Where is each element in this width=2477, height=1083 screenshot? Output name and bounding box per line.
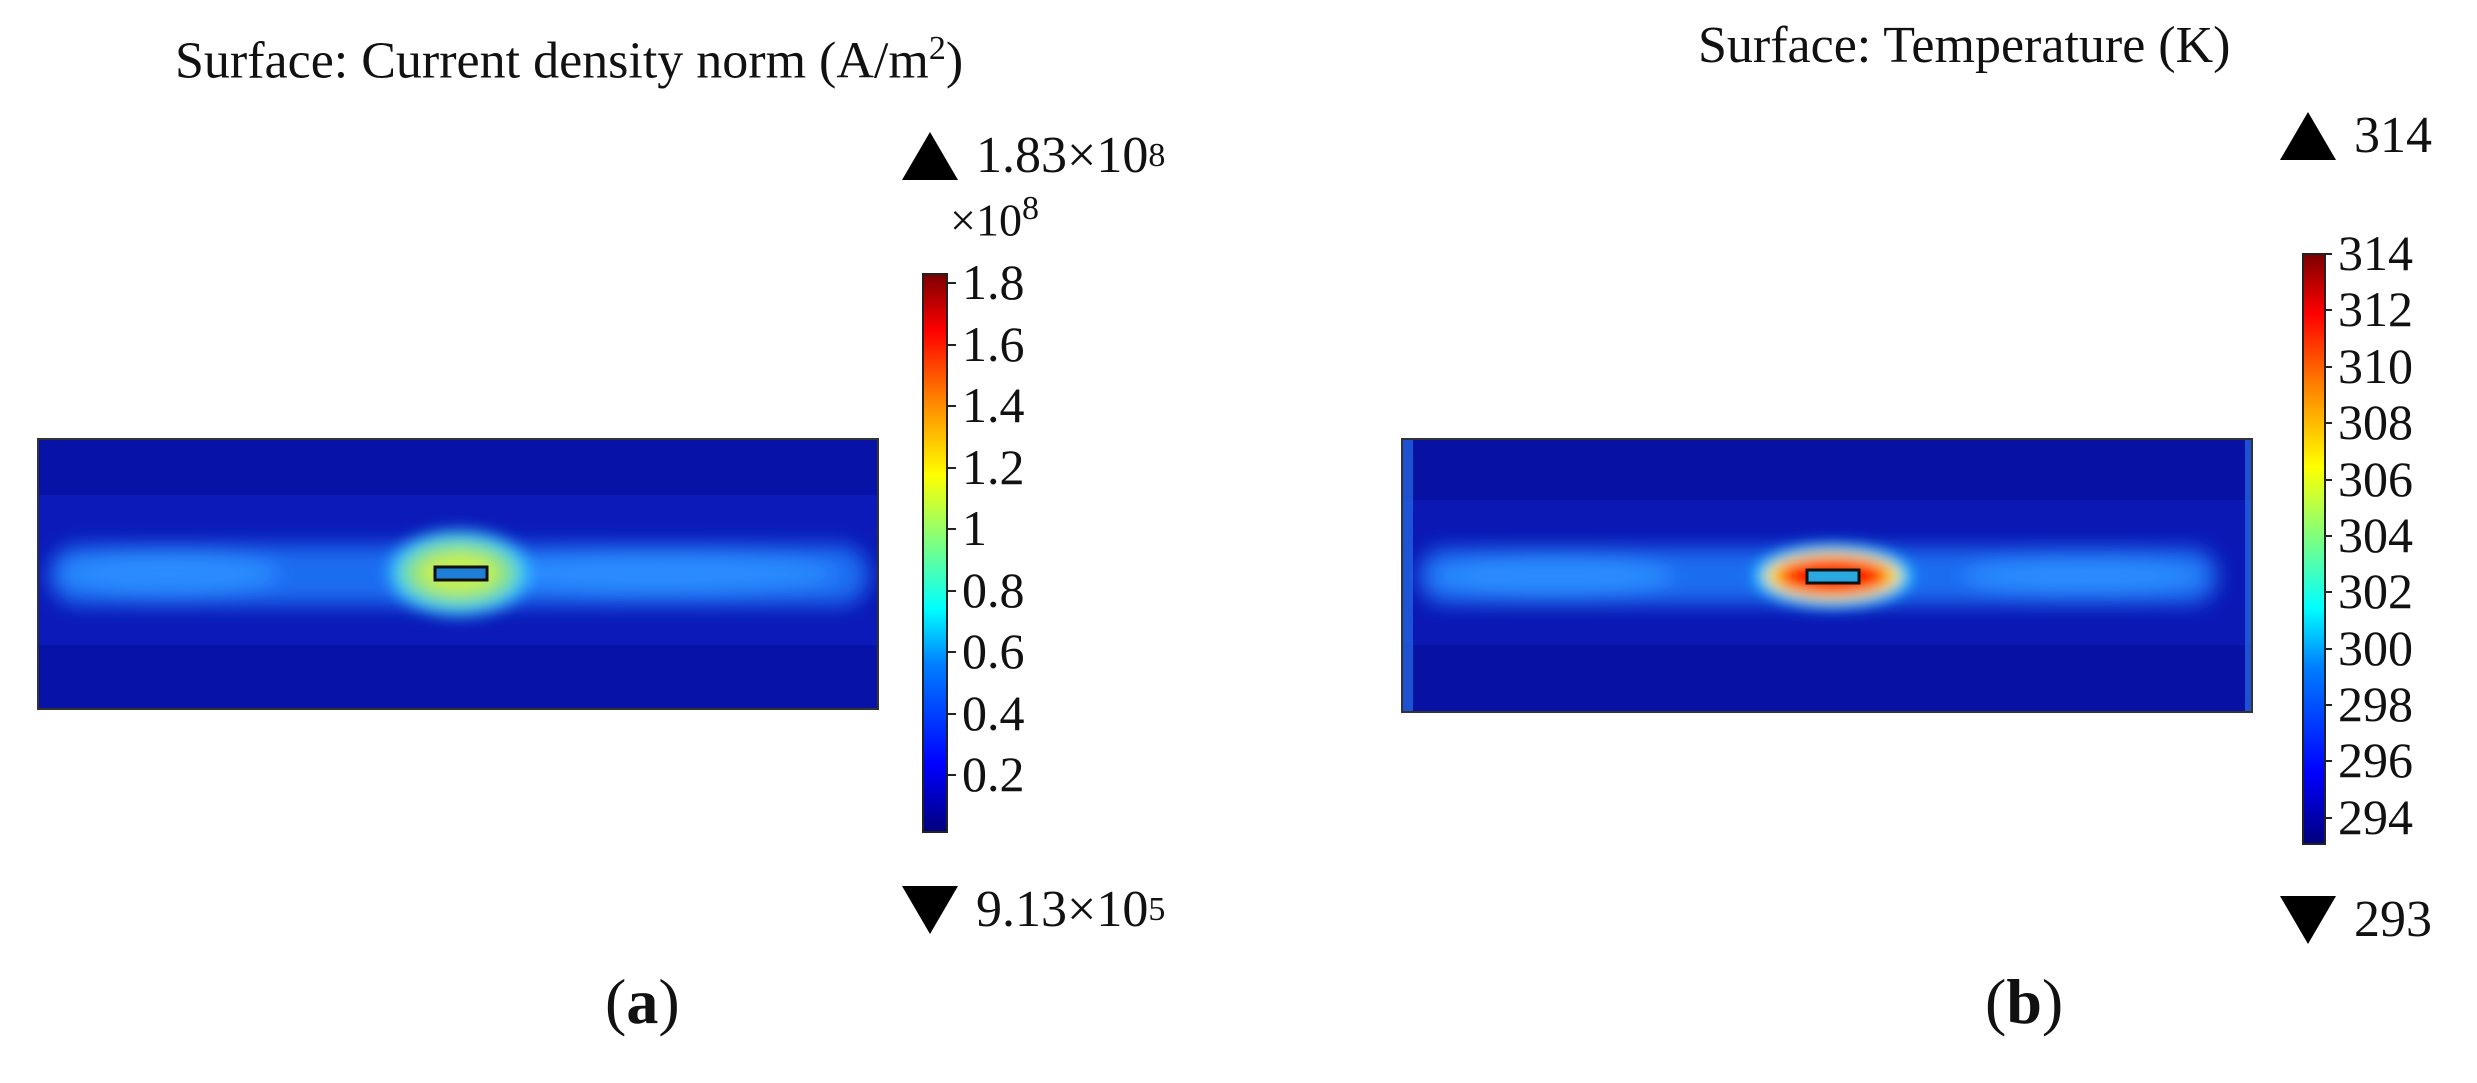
colorbar-tick-label: 1.2 [962,438,1025,495]
chart-a-min-label: 9.13×10 5 [902,880,1165,939]
colorbar-tick-mark [948,651,956,654]
colorbar-tick-mark [948,343,956,346]
colorbar-tick-mark [2324,647,2332,650]
chart-b-caption: (b) [1985,966,2064,1037]
colorbar-tick-mark [948,466,956,469]
colorbar-tick-mark [2324,422,2332,425]
chart-b-min-label: 293 [2280,890,2432,949]
colorbar-tick-label: 304 [2338,506,2413,563]
min-triangle-icon [2280,895,2336,944]
colorbar-tick-label: 314 [2338,225,2413,281]
colorbar-tick-label: 0.2 [962,746,1025,803]
chart-a-multiplier: ×108 [950,190,1039,246]
colorbar-tick-label: 1.8 [962,254,1025,311]
min-triangle-icon [902,885,958,934]
chart-a-max-label: 1.83×10 8 [902,126,1165,185]
max-triangle-icon [2280,111,2336,160]
chart-b-field [1403,440,2251,711]
chart-b-heatmap [1401,438,2253,713]
max-triangle-icon [902,131,958,180]
colorbar-tick-mark [948,405,956,408]
colorbar-tick-mark [2324,478,2332,481]
colorbar-tick-label: 1 [962,500,987,557]
colorbar-tick-mark [2324,704,2332,707]
colorbar-tick-mark [2324,760,2332,763]
colorbar-tick-label: 300 [2338,619,2413,676]
colorbar-tick-label: 0.6 [962,623,1025,680]
colorbar-tick-label: 302 [2338,563,2413,620]
colorbar-tick-label: 306 [2338,450,2413,507]
chart-a-colorbar [922,273,948,833]
colorbar-tick-label: 308 [2338,394,2413,451]
chart-a-title: Surface: Current density norm (A/m2) [175,30,964,90]
chart-a-heatmap [37,438,879,710]
colorbar-tick-mark [948,774,956,777]
chart-b-inner-slot [1805,568,1861,585]
colorbar-tick-label: 296 [2338,732,2413,789]
colorbar-tick-mark [2324,534,2332,537]
colorbar-tick-mark [948,589,956,592]
colorbar-tick-mark [2324,816,2332,819]
colorbar-tick-mark [948,282,956,285]
colorbar-tick-label: 1.4 [962,377,1025,434]
chart-b-max-label: 314 [2280,106,2432,165]
colorbar-tick-label: 1.6 [962,315,1025,372]
chart-b-title: Surface: Temperature (K) [1698,17,2231,74]
chart-a-inner-slot [433,565,489,582]
colorbar-tick-mark [2324,253,2332,255]
colorbar-tick-mark [2324,309,2332,312]
colorbar-tick-label: 312 [2338,281,2413,338]
colorbar-tick-mark [948,712,956,715]
colorbar-tick-label: 310 [2338,337,2413,394]
chart-b-colorbar [2302,253,2326,845]
colorbar-tick-label: 0.8 [962,561,1025,618]
chart-a-field [39,440,877,708]
colorbar-tick-mark [2324,591,2332,594]
colorbar-tick-mark [2324,365,2332,368]
colorbar-tick-label: 294 [2338,788,2413,845]
colorbar-tick-label: 0.4 [962,684,1025,741]
chart-a-caption: (a) [605,966,680,1037]
colorbar-tick-mark [948,528,956,531]
colorbar-tick-label: 298 [2338,676,2413,733]
